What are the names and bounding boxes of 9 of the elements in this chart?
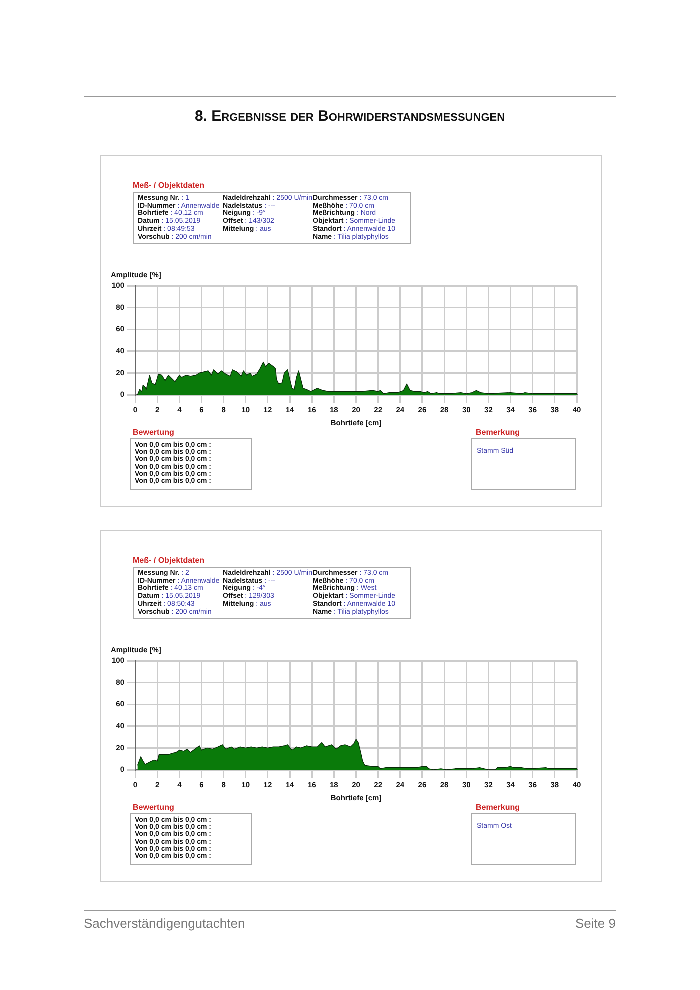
text: Seite 9 — [576, 916, 616, 931]
text: Meß- / Objektdaten — [133, 181, 205, 190]
text: Meß- / Objektdaten — [133, 556, 205, 565]
chart-title: 8. Ergebnisse der Bohrwiderstandsmessungen — [194, 108, 506, 125]
text: Bemerkung — [476, 428, 520, 437]
text: Bemerkung — [476, 803, 520, 812]
text: Sachverständigengutachten — [84, 916, 246, 931]
text: Bewertung — [133, 803, 174, 812]
text: Bewertung — [133, 428, 174, 437]
